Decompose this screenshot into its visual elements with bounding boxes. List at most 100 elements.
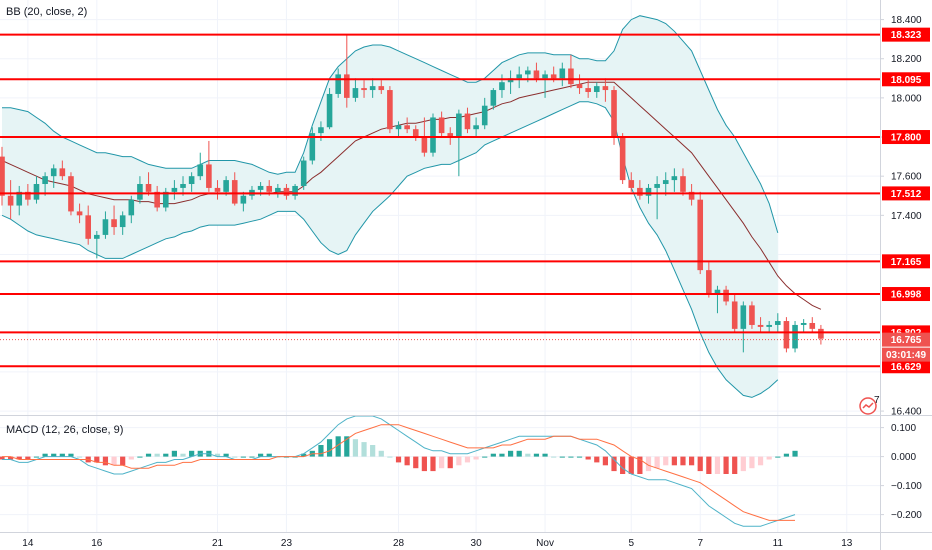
level-price-tag-box	[882, 186, 930, 201]
candle-body	[809, 322, 816, 329]
candle-body	[275, 187, 281, 192]
level-price-tag: 17.512	[891, 189, 922, 200]
candle-body	[318, 127, 324, 134]
candle-body	[326, 93, 333, 128]
candle-body	[421, 137, 428, 153]
candle-body	[499, 82, 505, 91]
time-axis-label: 21	[212, 538, 224, 549]
candlestick-series	[0, 35, 824, 353]
price-axis-label: 18.400	[891, 15, 922, 26]
macd-histogram-bar	[301, 453, 307, 457]
candle-body	[559, 68, 566, 79]
candle-body	[749, 305, 755, 325]
macd-histogram-bar	[120, 456, 126, 466]
candle-body	[628, 180, 635, 188]
macd-histogram-bar	[102, 456, 109, 466]
macd-histogram-bar	[128, 456, 134, 460]
candle-body	[59, 168, 66, 177]
candle-body	[430, 117, 436, 153]
macd-histogram-bar	[430, 456, 436, 472]
candle-body	[697, 199, 704, 271]
candle-body	[94, 234, 100, 239]
macd-histogram-bar	[706, 456, 712, 474]
macd-histogram-bar	[611, 456, 617, 472]
macd-histogram-bar	[395, 456, 402, 463]
candle-body	[361, 88, 367, 91]
candle-body	[102, 219, 109, 235]
macd-histogram-bar	[370, 445, 376, 457]
candle-body	[283, 187, 290, 196]
macd-histogram-bar	[620, 456, 626, 474]
candle-body	[783, 321, 790, 349]
candle-body	[188, 176, 195, 185]
level-price-tag-box	[882, 27, 930, 42]
macd-axis[interactable]: 0.100 0.000 −0.100 −0.200	[880, 423, 922, 521]
time-axis[interactable]: 14 16 21 23 28 30 Nov 5 7 11 13	[22, 538, 852, 549]
macd-histogram-bar	[25, 456, 31, 460]
macd-histogram-bar	[387, 456, 393, 458]
macd-histogram-bar	[361, 442, 367, 457]
macd-histogram-bar	[473, 456, 479, 460]
macd-histogram-bar	[344, 436, 350, 457]
macd-histogram-bar	[240, 456, 246, 458]
time-axis-label: 23	[281, 538, 293, 549]
candle-body	[206, 164, 212, 188]
candle-body	[309, 133, 316, 161]
candle-body	[775, 321, 781, 325]
macd-histogram-bar	[783, 453, 790, 457]
time-axis-label: 14	[22, 538, 34, 549]
level-price-tag-box	[882, 254, 930, 269]
signal-line	[2, 424, 795, 521]
macd-histogram-bar	[51, 453, 57, 457]
price-axis-label: 17.400	[891, 211, 922, 222]
macd-histogram-bar	[42, 453, 48, 457]
tradingview-logo-icon[interactable]: 7	[859, 395, 880, 415]
macd-histogram-bar	[490, 453, 496, 457]
macd-histogram-bar	[775, 456, 781, 458]
macd-histogram-bar	[568, 456, 574, 458]
candle-body	[214, 187, 221, 192]
candle-body	[257, 185, 264, 190]
time-axis-label: 30	[471, 538, 483, 549]
macd-histogram-bar	[404, 456, 410, 466]
candle-body	[119, 215, 126, 228]
macd-histogram-bar	[8, 456, 14, 460]
macd-histogram-bar	[189, 450, 195, 457]
macd-histogram-bar	[223, 453, 229, 457]
bb-indicator-title[interactable]: BB (20, close, 2)	[6, 6, 87, 18]
macd-histogram-bar	[258, 453, 264, 457]
macd-axis-label: −0.100	[891, 481, 922, 492]
macd-indicator-title[interactable]: MACD (12, 26, close, 9)	[6, 424, 123, 436]
macd-histogram-bar	[792, 450, 798, 457]
macd-histogram-bar	[576, 456, 583, 458]
candle-body	[438, 117, 445, 134]
candle-body	[25, 191, 31, 200]
macd-histogram-bar	[214, 453, 221, 457]
macd-histogram-bar	[249, 456, 255, 458]
macd-histogram-bar	[266, 453, 272, 457]
macd-histogram-bar	[689, 456, 695, 466]
candle-body	[387, 90, 393, 130]
candle-body	[481, 105, 488, 126]
candle-body	[490, 90, 497, 106]
candle-body	[680, 176, 686, 192]
macd-histogram-bar	[171, 450, 177, 457]
countdown-tag-box	[882, 347, 930, 362]
candle-body	[85, 215, 91, 239]
price-axis-label: 18.000	[891, 93, 922, 104]
macd-histogram-bar	[602, 456, 608, 466]
candle-body	[231, 180, 238, 204]
macd-histogram-bar	[59, 453, 65, 457]
macd-histogram-bar	[154, 453, 160, 457]
macd-axis-label: 0.100	[891, 423, 916, 434]
candle-body	[611, 90, 617, 138]
candle-body	[654, 184, 660, 188]
macd-histogram-bar	[740, 456, 746, 472]
macd-histogram-bar	[318, 445, 324, 457]
candle-body	[637, 187, 643, 196]
macd-histogram-bar	[516, 450, 522, 457]
macd-histogram-bar	[628, 456, 634, 474]
countdown-tag: 03:01:49	[886, 350, 926, 361]
candle-body	[404, 125, 410, 130]
macd-histogram-bar	[732, 456, 738, 474]
